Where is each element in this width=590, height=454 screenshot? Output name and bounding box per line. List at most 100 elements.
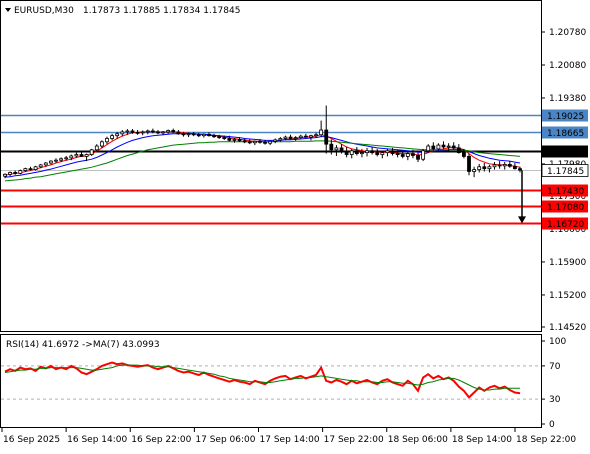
candle-body [89,149,94,155]
rsi-series-line [4,364,520,391]
candle-body [161,131,165,134]
price-tick-label: 1.14520 [549,323,586,333]
candle-body [28,168,33,171]
candle-body [13,172,18,174]
time-tick-label: 17 Sep 22:00 [324,435,384,445]
candle-body [258,140,262,143]
candle-body [329,143,334,151]
candle-body [446,145,451,148]
price-level-tag [542,184,588,197]
candle-body [135,131,140,134]
rsi-series-line [4,361,521,399]
candle-body [385,150,390,154]
price-level-tag [542,109,588,122]
rsi-header: RSI(14) 41.6972 ->MA(7) 43.0993 [6,340,160,350]
candle-body [497,164,502,167]
time-tick-label: 16 Sep 14:00 [67,435,127,445]
candle-body [186,133,191,136]
ohlc-readout: 1.17873 1.17885 1.17834 1.17845 [83,6,240,16]
symbol-header: EURUSD,M30 [14,6,74,16]
candle-body [3,173,7,177]
candle-body [120,131,125,135]
candle-body [278,138,283,141]
candle-body [232,139,237,141]
candle-body [370,150,375,154]
candle-body [140,131,145,134]
candle-body [69,155,74,159]
candle-body [38,164,43,168]
candle-body [43,162,48,166]
price-level-tag-label: 1.19025 [547,112,584,122]
candle-body [252,140,257,144]
candles [3,105,522,179]
candle-body [227,138,232,141]
candle-body [513,165,517,170]
candle-body [196,134,201,137]
candle-body [222,137,227,139]
projection-arrow [518,170,526,224]
candle-body [288,136,293,139]
candle-body [293,137,298,139]
candle-body [354,150,359,154]
candle-body [33,166,38,171]
symbol-dropdown-icon[interactable] [5,8,11,12]
candle-body [472,169,477,172]
candle-body [314,134,318,137]
candle-body [145,130,150,133]
candle-body [395,153,400,155]
candle-body [390,150,395,154]
candle-body [105,138,109,143]
candle-body [360,152,364,155]
price-tick-label: 1.19380 [549,94,586,104]
moving-average-line [4,140,521,182]
candle-body [431,145,436,150]
candle-body [171,130,176,133]
rsi-tick-label: 0 [549,420,555,430]
candle-body [247,141,252,144]
candle-body [212,135,216,138]
candle-body [242,140,247,143]
price-level-tag [542,217,588,230]
candle-body [181,133,186,136]
candle-body [416,155,420,160]
candle-body [380,152,385,155]
candle-body [237,139,242,142]
price-level-tag-label: 1.17080 [547,203,584,213]
candle-body [482,166,487,170]
rsi-axis: 100 70 30 0 [541,337,566,430]
rsi-tick-label: 100 [549,337,566,347]
candle-body [375,152,380,155]
time-tick-label: 17 Sep 06:00 [195,435,255,445]
time-tick-label: 16 Sep 2025 [3,435,60,445]
price-level-tag-label: 1.16720 [547,220,584,230]
candle-body [492,164,497,168]
candle-body [339,147,344,153]
candle-body [441,144,446,148]
time-tick-label: 18 Sep 06:00 [388,435,448,445]
candle-body [130,130,135,133]
candle-body [23,168,28,171]
candle-body [150,130,155,133]
candle-body [451,145,456,149]
price-tick-label: 1.17300 [549,192,586,202]
candle-body [319,129,324,136]
candle-body [64,157,69,160]
price-level-tags: 1.19025 1.18665 1.18260 1.17430 1.17080 1.167… [541,109,589,230]
price-level-tag [542,145,588,158]
candle-body [283,136,288,139]
price-tick-label: 1.20080 [549,61,586,71]
candle-body [59,158,63,161]
candle-body [405,153,410,157]
candle-body [54,159,58,162]
candle-body [125,130,130,133]
candle-body [110,135,114,139]
candle-body [487,166,492,170]
candle-body [84,154,89,157]
price-tick-label: 1.20780 [549,28,586,38]
moving-average-line [4,133,521,178]
price-level-tag-label: 1.18665 [547,129,584,139]
price-level-tag [542,126,588,139]
candle-body [273,139,278,142]
